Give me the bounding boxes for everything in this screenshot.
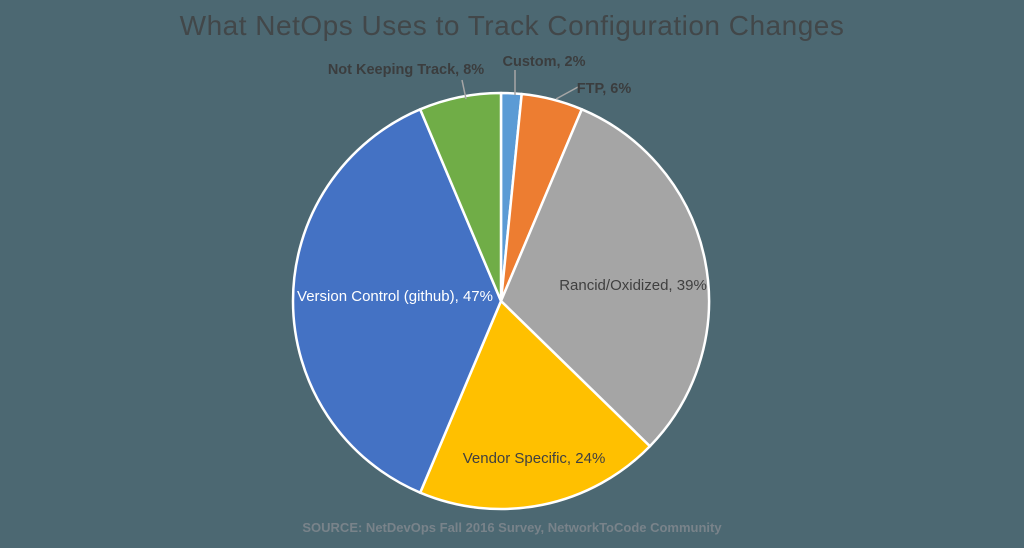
leader-line-ftp — [555, 86, 579, 100]
pie-slices-group — [291, 91, 711, 511]
chart-title: What NetOps Uses to Track Configuration … — [179, 10, 845, 41]
pie-slice-vendor-specific — [418, 299, 652, 511]
pie-slice-version-control-github — [291, 108, 503, 494]
pie-slice-rancid-oxidized — [499, 108, 711, 448]
slice-label-rancid-oxidized: Rancid/Oxidized, 39% — [559, 277, 707, 294]
slice-label-version-control-github: Version Control (github), 47% — [297, 288, 493, 305]
slice-label-not-keeping-track: Not Keeping Track, 8% — [328, 62, 484, 78]
slice-label-vendor-specific: Vendor Specific, 24% — [463, 450, 606, 467]
pie-leader-lines-group — [461, 70, 579, 100]
pie-labels-group: Custom, 2% FTP, 6% Rancid/Oxidized, 39% Ven… — [297, 54, 707, 467]
leader-line-not-keeping-track — [461, 79, 467, 100]
slice-label-ftp: FTP, 6% — [577, 81, 632, 97]
pie-slice-not-keeping-track — [418, 91, 503, 303]
source-note: SOURCE: NetDevOps Fall 2016 Survey, Netw… — [302, 520, 722, 535]
slice-label-custom: Custom, 2% — [503, 54, 586, 70]
